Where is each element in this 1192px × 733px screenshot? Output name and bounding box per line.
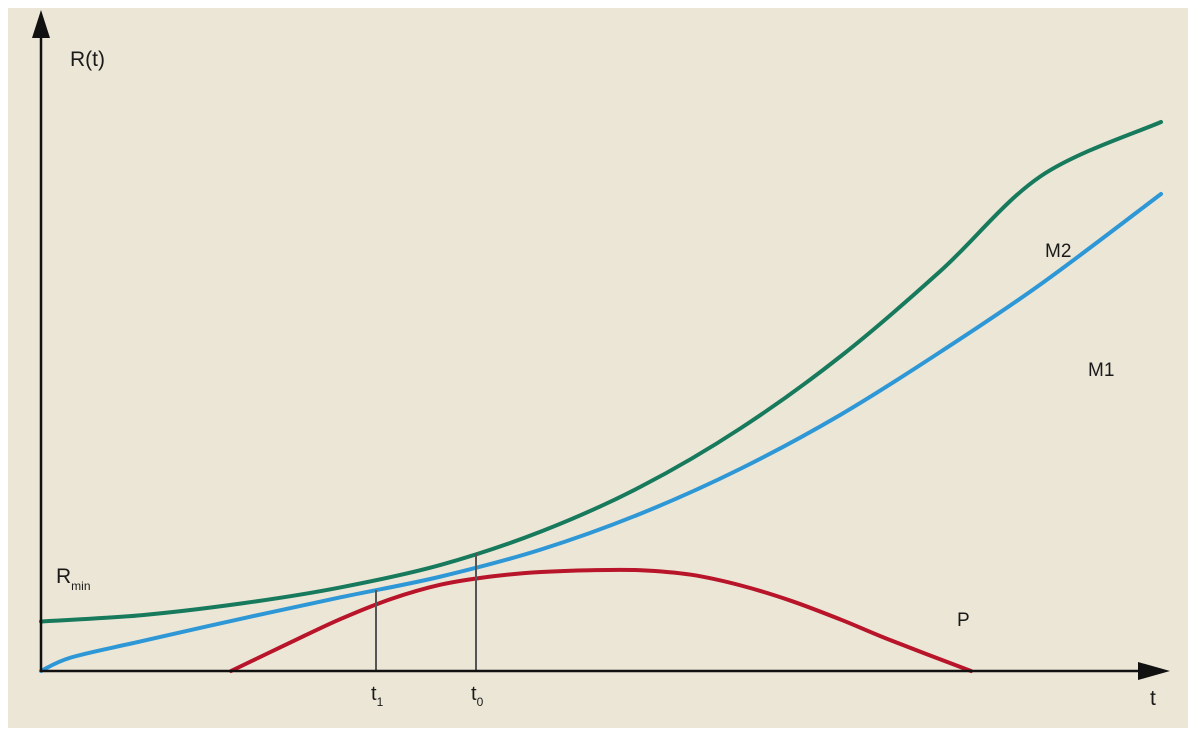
series-p-line xyxy=(229,567,973,673)
rmin-label-sub: min xyxy=(71,579,90,593)
series-p-label: P xyxy=(957,610,970,631)
series-layer xyxy=(39,120,1163,673)
axes-layer xyxy=(32,10,1170,680)
y-axis-arrow xyxy=(32,10,50,38)
series-m2-line xyxy=(39,120,1163,624)
tick-label-t1: t1 xyxy=(371,683,384,709)
y-axis-label: R(t) xyxy=(70,48,105,71)
series-m1-label: M1 xyxy=(1088,360,1114,381)
tick-label-t0: t0 xyxy=(471,683,484,709)
tick-layer: t1 t0 xyxy=(371,553,484,709)
series-m2-label: M2 xyxy=(1045,241,1071,262)
label-layer: R(t) t Rmin M2 M1 P xyxy=(56,48,1156,710)
x-axis-label: t xyxy=(1150,687,1156,710)
rmin-label: Rmin xyxy=(56,565,91,593)
series-m1-line xyxy=(39,192,1163,673)
x-axis-arrow xyxy=(1138,662,1170,680)
rmin-label-main: R xyxy=(56,565,71,588)
